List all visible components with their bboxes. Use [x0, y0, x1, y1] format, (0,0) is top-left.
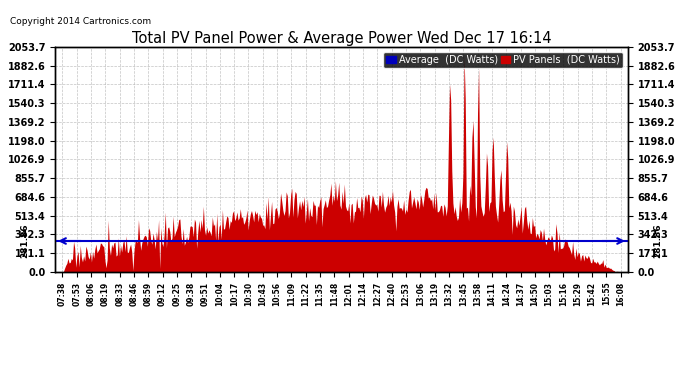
Legend: Average  (DC Watts), PV Panels  (DC Watts): Average (DC Watts), PV Panels (DC Watts) — [383, 52, 623, 68]
Title: Total PV Panel Power & Average Power Wed Dec 17 16:14: Total PV Panel Power & Average Power Wed… — [132, 31, 551, 46]
Text: 281.86: 281.86 — [653, 224, 662, 258]
Text: 281.86: 281.86 — [21, 224, 30, 258]
Text: Copyright 2014 Cartronics.com: Copyright 2014 Cartronics.com — [10, 17, 152, 26]
